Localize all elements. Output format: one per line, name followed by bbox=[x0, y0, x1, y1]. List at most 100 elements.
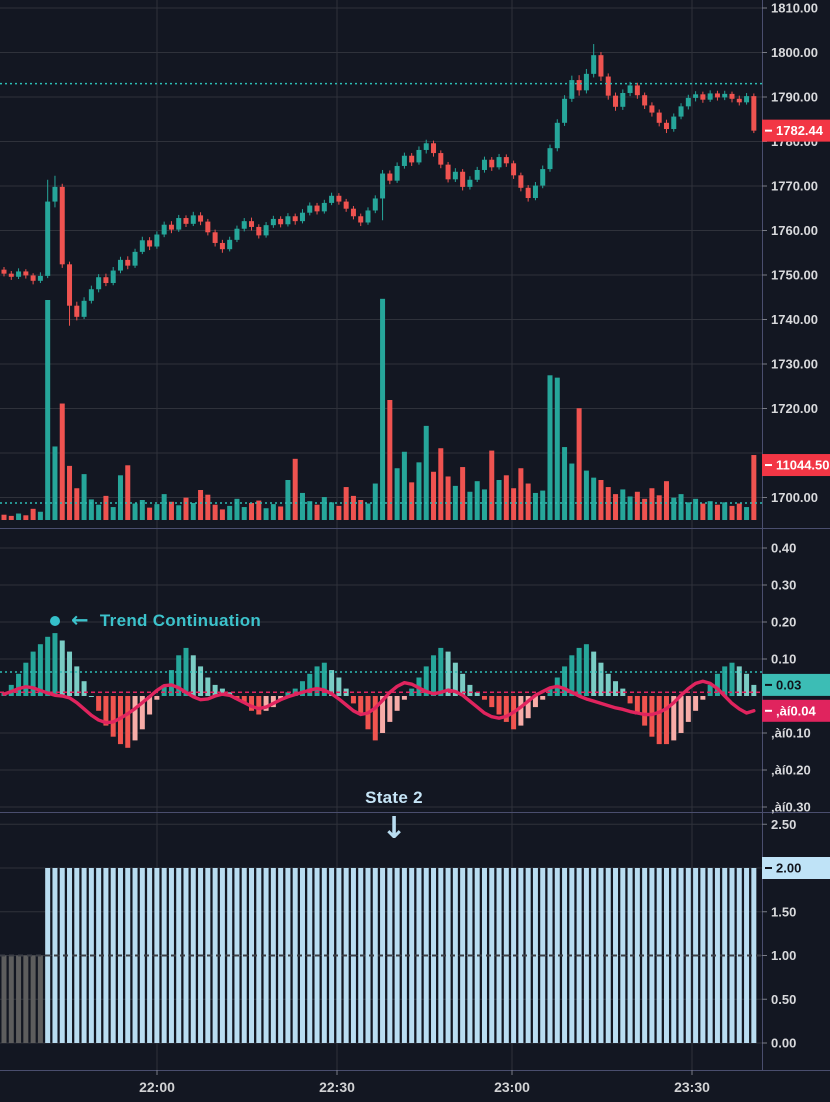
volume-bar bbox=[321, 497, 327, 520]
macd-histogram-bar bbox=[722, 666, 728, 696]
candle-body bbox=[511, 163, 517, 176]
candle-body bbox=[292, 216, 298, 222]
candle-body bbox=[183, 218, 189, 224]
volume-bar bbox=[489, 450, 495, 520]
candle-body bbox=[176, 218, 182, 230]
volume-bar bbox=[45, 300, 51, 520]
volume-bar bbox=[591, 477, 597, 520]
macd-histogram-bar bbox=[321, 662, 327, 696]
macd-histogram-bar bbox=[685, 696, 691, 722]
volume-bar bbox=[569, 463, 575, 520]
candle-body bbox=[52, 186, 58, 202]
volume-bar bbox=[409, 482, 415, 520]
candle-body bbox=[722, 93, 728, 98]
macd-histogram-bar bbox=[147, 696, 153, 715]
axis-label: 1760.00 bbox=[771, 223, 818, 238]
candle-body bbox=[751, 96, 757, 131]
candle-body bbox=[714, 93, 720, 98]
state-bar bbox=[372, 868, 378, 1043]
candle-body bbox=[591, 55, 597, 74]
volume-bar bbox=[30, 508, 36, 520]
axis-label: 1740.00 bbox=[771, 312, 818, 327]
volume-bar bbox=[110, 507, 116, 520]
candle-body bbox=[409, 155, 415, 163]
axis-label: 1750.00 bbox=[771, 268, 818, 283]
candle-body bbox=[227, 239, 233, 250]
candle-body bbox=[620, 92, 626, 107]
state-bar bbox=[634, 868, 640, 1043]
time-axis[interactable]: 22:00 22:30 23:00 23:30 bbox=[139, 1070, 710, 1095]
candle-body bbox=[81, 300, 87, 317]
volume-bar bbox=[547, 375, 553, 520]
macd-signal-badge-bg bbox=[762, 699, 830, 722]
axis-label: 1810.00 bbox=[771, 1, 818, 16]
volume-bar bbox=[270, 504, 276, 520]
state-bar bbox=[751, 868, 757, 1043]
volume-bar bbox=[532, 492, 538, 520]
candle-body bbox=[59, 186, 65, 265]
candle-body bbox=[285, 216, 291, 225]
volume-bar bbox=[161, 494, 167, 520]
candle-body bbox=[387, 173, 393, 181]
axis-label: 2.50 bbox=[771, 817, 796, 832]
candle-body bbox=[219, 242, 225, 250]
macd-histogram-bar bbox=[103, 696, 109, 726]
axis-label: 1730.00 bbox=[771, 357, 818, 372]
candle-body bbox=[642, 95, 648, 106]
macd-histogram-bar bbox=[729, 662, 735, 696]
volume-bar bbox=[518, 468, 524, 520]
candles-layer bbox=[1, 44, 757, 326]
volume-bar bbox=[700, 503, 706, 520]
volume-bar bbox=[372, 483, 378, 520]
state-bar bbox=[591, 868, 597, 1043]
axis-label: 1720.00 bbox=[771, 401, 818, 416]
volume-bar bbox=[423, 425, 429, 520]
volume-bar bbox=[88, 499, 94, 520]
volume-bar bbox=[554, 377, 560, 520]
candle-body bbox=[445, 164, 451, 180]
axis-label: 1.00 bbox=[771, 948, 796, 963]
candle-body bbox=[329, 195, 335, 203]
volume-bar bbox=[511, 488, 517, 520]
candle-body bbox=[540, 169, 546, 186]
candle-body bbox=[460, 171, 466, 187]
macd-histogram-bar bbox=[45, 636, 51, 696]
candle-body bbox=[190, 215, 196, 224]
macd-histogram-bar bbox=[431, 655, 437, 696]
state-bar bbox=[59, 868, 65, 1043]
state-bar bbox=[481, 868, 487, 1043]
macd-histogram-bar bbox=[263, 696, 269, 711]
price-axis[interactable]: 1810.001800.001790.001780.001770.001760.… bbox=[762, 1, 818, 1051]
state-bar bbox=[299, 868, 305, 1043]
state-bar bbox=[401, 868, 407, 1043]
macd-histogram-bar bbox=[16, 673, 22, 696]
macd-histogram-bar bbox=[161, 684, 167, 696]
current-price-badge: 1782.44 bbox=[762, 119, 830, 142]
candle-body bbox=[103, 277, 109, 284]
macd-histogram-bar bbox=[700, 696, 706, 700]
volume-bar bbox=[525, 483, 531, 520]
axis-label: ‚àí0.10 bbox=[771, 726, 811, 741]
volume-bar bbox=[96, 504, 102, 520]
volume-bar bbox=[394, 468, 400, 520]
macd-histogram-bar bbox=[532, 696, 538, 708]
axis-label: ‚àí0.20 bbox=[771, 763, 811, 778]
volume-bar bbox=[663, 481, 669, 520]
volume-bar bbox=[481, 489, 487, 520]
macd-histogram-bar bbox=[576, 647, 582, 696]
volume-bar bbox=[292, 458, 298, 520]
candle-body bbox=[569, 80, 575, 99]
candle-body bbox=[198, 215, 204, 222]
macd-histogram-bar bbox=[634, 696, 640, 715]
candle-body bbox=[562, 98, 568, 123]
macd-histogram-bar bbox=[249, 696, 255, 711]
state-bar bbox=[103, 868, 109, 1043]
state-bar bbox=[285, 868, 291, 1043]
candle-body bbox=[707, 93, 713, 100]
macd-histogram-bar bbox=[467, 684, 473, 696]
macd-histogram-bar bbox=[693, 696, 699, 711]
candle-body bbox=[168, 224, 174, 230]
current-volume-badge: 11044.50 bbox=[762, 454, 830, 477]
macd-histogram-bar bbox=[285, 692, 291, 696]
